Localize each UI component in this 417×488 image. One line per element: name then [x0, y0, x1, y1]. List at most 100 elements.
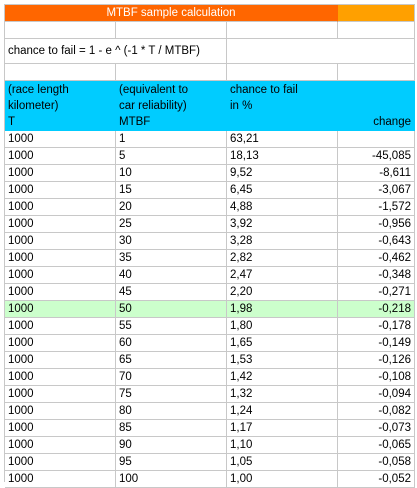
cell-mtbf[interactable]: 75 — [116, 386, 227, 403]
cell-mtbf[interactable]: 35 — [116, 250, 227, 267]
cell-mtbf[interactable]: 70 — [116, 369, 227, 386]
cell-race-length[interactable]: 1000 — [5, 369, 116, 386]
cell-change[interactable]: -0,149 — [338, 335, 415, 352]
cell-mtbf[interactable]: 30 — [116, 233, 227, 250]
cell-race-length[interactable]: 1000 — [5, 131, 116, 148]
header-change[interactable]: change — [338, 81, 415, 131]
cell-change[interactable]: -0,348 — [338, 267, 415, 284]
cell-mtbf[interactable]: 45 — [116, 284, 227, 301]
cell-chance[interactable]: 2,47 — [227, 267, 338, 284]
cell[interactable] — [338, 22, 415, 39]
cell[interactable] — [116, 64, 227, 81]
cell[interactable] — [116, 22, 227, 39]
cell-race-length[interactable]: 1000 — [5, 284, 116, 301]
cell-mtbf[interactable]: 90 — [116, 437, 227, 454]
cell-chance[interactable]: 9,52 — [227, 165, 338, 182]
cell-chance[interactable]: 1,17 — [227, 420, 338, 437]
cell-change[interactable]: -0,218 — [338, 301, 415, 318]
cell-chance[interactable]: 1,05 — [227, 454, 338, 471]
formula-cell[interactable]: chance to fail = 1 - e ^ (-1 * T / MTBF) — [5, 39, 227, 64]
cell-mtbf[interactable]: 25 — [116, 216, 227, 233]
cell-race-length[interactable]: 1000 — [5, 250, 116, 267]
cell-mtbf[interactable]: 15 — [116, 182, 227, 199]
cell-mtbf[interactable]: 95 — [116, 454, 227, 471]
cell-race-length[interactable]: 1000 — [5, 216, 116, 233]
cell[interactable] — [338, 64, 415, 81]
cell-race-length[interactable]: 1000 — [5, 420, 116, 437]
cell-change[interactable]: -0,052 — [338, 471, 415, 488]
cell-race-length[interactable]: 1000 — [5, 352, 116, 369]
cell-change[interactable]: -0,126 — [338, 352, 415, 369]
title-side-cell[interactable] — [338, 5, 415, 22]
cell-change[interactable]: -1,572 — [338, 199, 415, 216]
cell-chance[interactable]: 1,80 — [227, 318, 338, 335]
cell-race-length[interactable]: 1000 — [5, 165, 116, 182]
cell[interactable] — [227, 64, 338, 81]
cell-mtbf[interactable]: 40 — [116, 267, 227, 284]
cell-change[interactable]: -0,073 — [338, 420, 415, 437]
header-mtbf[interactable]: (equivalent to car reliability) MTBF — [116, 81, 227, 131]
cell-chance[interactable]: 3,28 — [227, 233, 338, 250]
cell-change[interactable]: -0,643 — [338, 233, 415, 250]
cell-mtbf[interactable]: 5 — [116, 148, 227, 165]
cell-change[interactable]: -0,271 — [338, 284, 415, 301]
header-race-length[interactable]: (race length kilometer) T — [5, 81, 116, 131]
cell-change[interactable]: -0,956 — [338, 216, 415, 233]
cell-change[interactable]: -0,065 — [338, 437, 415, 454]
cell-chance[interactable]: 1,00 — [227, 471, 338, 488]
cell-chance[interactable]: 1,53 — [227, 352, 338, 369]
cell-mtbf[interactable]: 55 — [116, 318, 227, 335]
cell-race-length[interactable]: 1000 — [5, 403, 116, 420]
cell-chance[interactable]: 6,45 — [227, 182, 338, 199]
cell-chance[interactable]: 1,42 — [227, 369, 338, 386]
cell[interactable] — [227, 22, 338, 39]
cell-race-length[interactable]: 1000 — [5, 471, 116, 488]
cell-change[interactable]: -3,067 — [338, 182, 415, 199]
cell-change[interactable] — [338, 131, 415, 148]
cell-change[interactable]: -0,082 — [338, 403, 415, 420]
cell-chance[interactable]: 2,20 — [227, 284, 338, 301]
cell[interactable] — [227, 39, 415, 64]
sheet-title[interactable]: MTBF sample calculation — [5, 5, 338, 22]
cell-mtbf[interactable]: 20 — [116, 199, 227, 216]
cell-change[interactable]: -0,108 — [338, 369, 415, 386]
cell-mtbf[interactable]: 80 — [116, 403, 227, 420]
cell-change[interactable]: -0,178 — [338, 318, 415, 335]
cell-chance[interactable]: 63,21 — [227, 131, 338, 148]
cell-race-length[interactable]: 1000 — [5, 386, 116, 403]
cell-race-length[interactable]: 1000 — [5, 182, 116, 199]
header-chance-to-fail[interactable]: chance to fail in % — [227, 81, 338, 131]
cell-change[interactable]: -8,611 — [338, 165, 415, 182]
cell-chance[interactable]: 1,10 — [227, 437, 338, 454]
cell-race-length[interactable]: 1000 — [5, 454, 116, 471]
cell-chance[interactable]: 4,88 — [227, 199, 338, 216]
cell-race-length[interactable]: 1000 — [5, 199, 116, 216]
cell-chance[interactable]: 2,82 — [227, 250, 338, 267]
cell-mtbf[interactable]: 1 — [116, 131, 227, 148]
cell-change[interactable]: -0,462 — [338, 250, 415, 267]
cell-change[interactable]: -0,058 — [338, 454, 415, 471]
cell-race-length[interactable]: 1000 — [5, 318, 116, 335]
cell-race-length[interactable]: 1000 — [5, 148, 116, 165]
cell-race-length[interactable]: 1000 — [5, 301, 116, 318]
cell-chance[interactable]: 1,24 — [227, 403, 338, 420]
cell-race-length[interactable]: 1000 — [5, 335, 116, 352]
cell-chance[interactable]: 1,65 — [227, 335, 338, 352]
cell-change[interactable]: -0,094 — [338, 386, 415, 403]
cell-mtbf[interactable]: 65 — [116, 352, 227, 369]
cell-change[interactable]: -45,085 — [338, 148, 415, 165]
cell-chance[interactable]: 1,32 — [227, 386, 338, 403]
cell-mtbf[interactable]: 60 — [116, 335, 227, 352]
cell-mtbf[interactable]: 10 — [116, 165, 227, 182]
cell[interactable] — [5, 22, 116, 39]
cell-chance[interactable]: 18,13 — [227, 148, 338, 165]
cell-mtbf[interactable]: 50 — [116, 301, 227, 318]
cell-mtbf[interactable]: 85 — [116, 420, 227, 437]
cell-chance[interactable]: 1,98 — [227, 301, 338, 318]
cell-race-length[interactable]: 1000 — [5, 437, 116, 454]
cell[interactable] — [5, 64, 116, 81]
cell-race-length[interactable]: 1000 — [5, 233, 116, 250]
cell-chance[interactable]: 3,92 — [227, 216, 338, 233]
cell-race-length[interactable]: 1000 — [5, 267, 116, 284]
cell-mtbf[interactable]: 100 — [116, 471, 227, 488]
